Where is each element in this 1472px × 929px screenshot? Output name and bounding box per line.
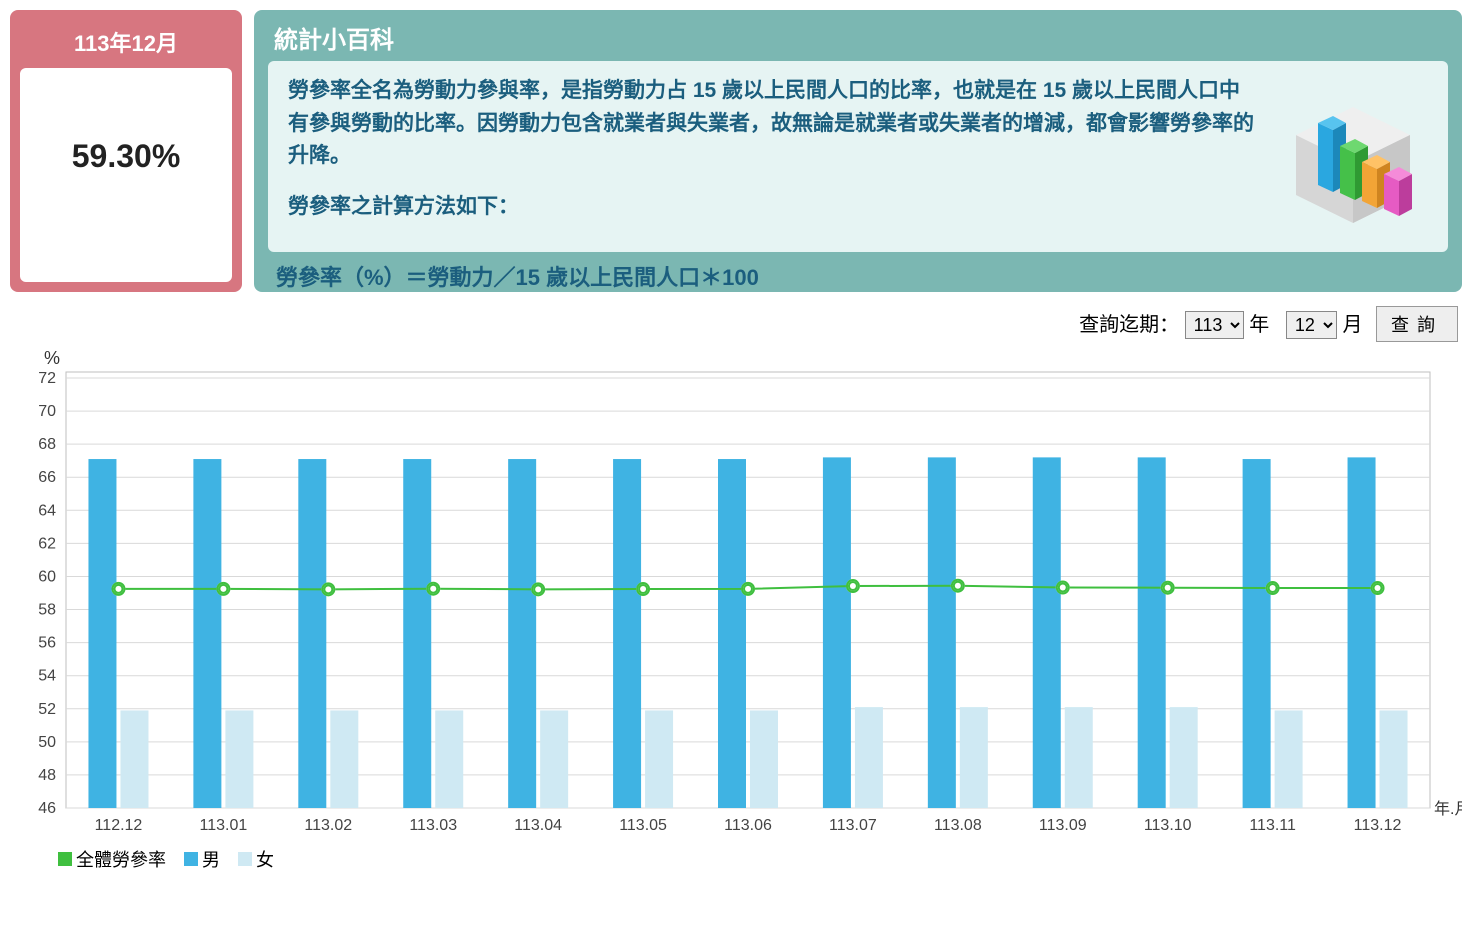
svg-text:113.10: 113.10	[1144, 817, 1192, 834]
legend-item: 女	[238, 846, 274, 872]
query-controls: 查詢迄期： 113 年 12 月 查詢	[14, 306, 1458, 342]
chart-container: 46 48 50 52 54 56 58 60 62 64 66 68 70 72% 年.月 112.12 11…	[10, 348, 1462, 872]
legend-item: 全體勞參率	[58, 846, 166, 872]
svg-text:年.月: 年.月	[1434, 800, 1462, 818]
legend-swatch	[238, 852, 252, 866]
info-panel: 統計小百科 勞參率全名為勞動力參與率，是指勞動力占 15 歲以上民間人口的比率，…	[254, 10, 1462, 292]
svg-text:113.11: 113.11	[1249, 817, 1296, 834]
year-suffix: 年	[1249, 314, 1269, 336]
svg-text:50: 50	[38, 734, 56, 751]
svg-text:62: 62	[38, 535, 56, 552]
month-suffix: 月	[1342, 314, 1362, 336]
stat-card-value: 59.30%	[20, 68, 232, 282]
legend-label: 女	[256, 846, 274, 872]
svg-text:72: 72	[38, 370, 56, 387]
svg-text:60: 60	[38, 568, 56, 585]
svg-text:113.01: 113.01	[200, 817, 248, 834]
svg-text:56: 56	[38, 635, 56, 652]
legend-swatch	[58, 852, 72, 866]
svg-text:%: %	[44, 348, 60, 368]
labor-participation-chart: 46 48 50 52 54 56 58 60 62 64 66 68 70 72% 年.月 112.12 11…	[10, 348, 1462, 848]
info-para1: 勞參率全名為勞動力參與率，是指勞動力占 15 歲以上民間人口的比率，也就是在 1…	[288, 75, 1258, 173]
svg-text:113.12: 113.12	[1354, 817, 1402, 834]
svg-text:113.05: 113.05	[619, 817, 667, 834]
stat-card: 113年12月 59.30%	[10, 10, 242, 292]
legend-label: 男	[202, 846, 220, 872]
chart-3d-icon	[1278, 75, 1428, 238]
svg-text:54: 54	[38, 668, 56, 685]
query-button[interactable]: 查詢	[1376, 306, 1458, 342]
svg-text:70: 70	[38, 403, 56, 420]
svg-text:113.09: 113.09	[1039, 817, 1087, 834]
svg-text:46: 46	[38, 800, 56, 817]
svg-text:68: 68	[38, 436, 56, 453]
query-label: 查詢迄期：	[1079, 314, 1179, 336]
svg-text:113.06: 113.06	[724, 817, 772, 834]
legend-swatch	[184, 852, 198, 866]
legend-item: 男	[184, 846, 220, 872]
svg-text:113.07: 113.07	[829, 817, 877, 834]
svg-text:52: 52	[38, 701, 56, 718]
svg-text:113.08: 113.08	[934, 817, 982, 834]
svg-text:113.04: 113.04	[514, 817, 562, 834]
svg-text:113.02: 113.02	[304, 817, 352, 834]
svg-text:66: 66	[38, 469, 56, 486]
info-formula: 勞參率（%）＝勞動力／15 歲以上民間人口＊100	[276, 260, 1448, 292]
svg-text:113.03: 113.03	[409, 817, 457, 834]
info-title: 統計小百科	[274, 20, 1448, 55]
stat-card-title: 113年12月	[20, 26, 232, 58]
info-body: 勞參率全名為勞動力參與率，是指勞動力占 15 歲以上民間人口的比率，也就是在 1…	[268, 61, 1448, 252]
svg-text:64: 64	[38, 502, 56, 519]
chart-legend: 全體勞參率 男 女	[58, 846, 1462, 872]
svg-text:58: 58	[38, 602, 56, 619]
svg-text:48: 48	[38, 767, 56, 784]
legend-label: 全體勞參率	[76, 846, 166, 872]
year-select[interactable]: 113	[1185, 311, 1244, 339]
info-para2: 勞參率之計算方法如下：	[288, 191, 1258, 224]
month-select[interactable]: 12	[1286, 311, 1337, 339]
svg-text:112.12: 112.12	[95, 817, 143, 834]
